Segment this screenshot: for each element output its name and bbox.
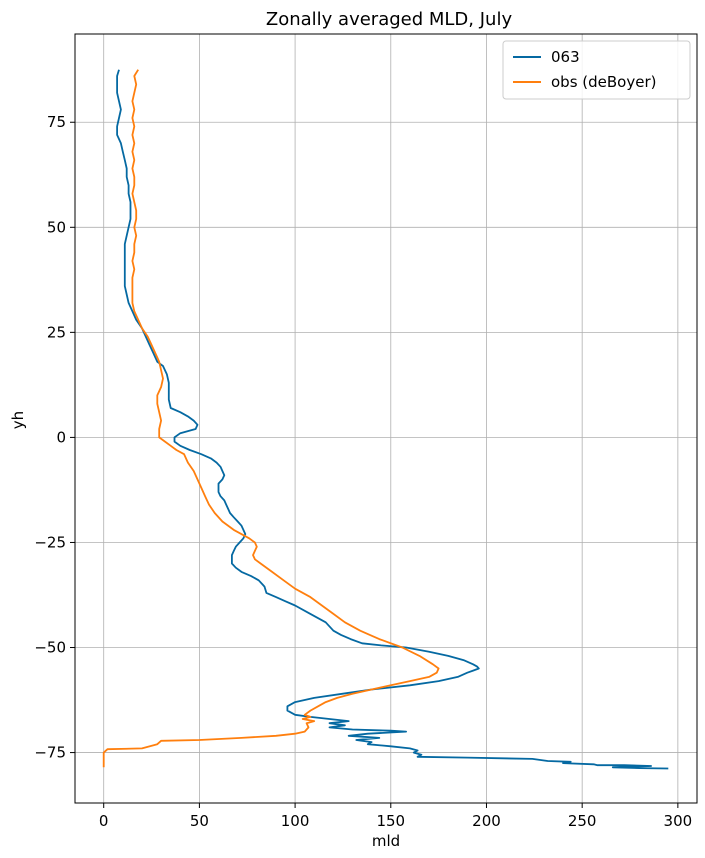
legend-label-obs-deboyer: obs (deBoyer)	[551, 73, 656, 91]
y-tick-label: 25	[47, 323, 66, 341]
chart-title: Zonally averaged MLD, July	[266, 9, 513, 30]
legend-label-063: 063	[551, 48, 580, 66]
y-tick-label: −25	[34, 533, 66, 551]
series-line-063	[116, 69, 669, 770]
grid	[75, 34, 697, 803]
ticks: 0 50 100 150 200 250 300 −75 −50 −25 0 25 50 75	[34, 113, 692, 830]
axes-frame	[74, 33, 698, 804]
y-tick-label: −50	[34, 639, 66, 657]
x-tick-label: 50	[190, 812, 209, 830]
x-axis-label: mld	[372, 832, 400, 850]
y-tick-label: 75	[47, 113, 66, 131]
x-tick-label: 0	[99, 812, 109, 830]
y-axis-label: yh	[9, 411, 27, 429]
series-lines	[102, 69, 669, 770]
x-tick-label: 300	[664, 812, 693, 830]
series-line-obs-deboyer	[102, 69, 440, 768]
x-tick-label: 250	[568, 812, 597, 830]
x-tick-label: 100	[281, 812, 310, 830]
x-tick-label: 150	[376, 812, 405, 830]
x-tick-label: 200	[472, 812, 501, 830]
y-tick-label: −75	[34, 744, 66, 762]
y-tick-label: 50	[47, 218, 66, 236]
y-tick-label: 0	[56, 428, 66, 446]
legend: 063 obs (deBoyer)	[502, 40, 691, 100]
legend-box	[502, 40, 691, 100]
